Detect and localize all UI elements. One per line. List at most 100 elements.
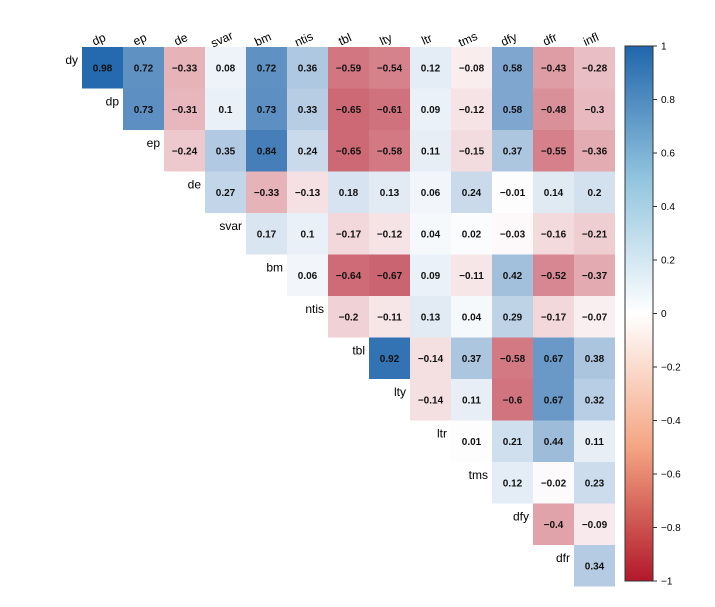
heatmap-cell-ltr-tms xyxy=(451,420,492,462)
legend-tick-label: 0.4 xyxy=(661,202,675,213)
cell-value-label: 0.27 xyxy=(216,188,236,199)
heatmap-cell-ntis-ltr xyxy=(410,296,451,338)
heatmap-cell-tbl-ltr xyxy=(410,337,451,379)
cell-value-label: −0.52 xyxy=(541,271,567,282)
cell-value-label: −0.07 xyxy=(582,312,608,323)
heatmap-cell-dp-tms xyxy=(451,88,492,130)
cell-value-label: −0.2 xyxy=(339,312,359,323)
heatmap-cell-de-ntis xyxy=(287,171,328,213)
heatmap-cell-ntis-tbl xyxy=(328,296,369,338)
cell-value-label: 0.37 xyxy=(503,146,523,157)
cell-value-label: −0.67 xyxy=(377,271,403,282)
heatmap-cell-de-infl xyxy=(574,171,615,213)
cell-value-label: −0.59 xyxy=(336,63,362,74)
cell-value-label: 0.24 xyxy=(462,188,482,199)
legend-tick-label: −0.4 xyxy=(661,416,681,427)
cell-value-label: −0.14 xyxy=(418,354,444,365)
heatmap-cell-tms-dfy xyxy=(492,462,533,504)
row-label-tbl: tbl xyxy=(352,343,365,357)
cell-value-label: 0.23 xyxy=(585,478,605,489)
cell-value-label: −0.14 xyxy=(418,395,444,406)
heatmap-cell-de-svar xyxy=(205,171,246,213)
column-label-dfr: dfr xyxy=(541,30,559,48)
heatmap-cell-ep-tms xyxy=(451,130,492,172)
heatmap-cells: 0.98 0.72 −0.33 0.08 0.72 0.36 −0.59 −0.54 0.12 −… xyxy=(82,47,615,587)
cell-value-label: −0.48 xyxy=(541,105,567,116)
cell-value-label: −0.36 xyxy=(582,146,608,157)
cell-value-label: 0.67 xyxy=(544,395,564,406)
cell-value-label: 0.1 xyxy=(301,229,315,240)
heatmap-cell-svar-infl xyxy=(574,213,615,255)
heatmap-cell-ep-dfr xyxy=(533,130,574,172)
heatmap-cell-ep-dfy xyxy=(492,130,533,172)
cell-value-label: 0.98 xyxy=(93,63,113,74)
column-label-lty: lty xyxy=(378,31,395,49)
heatmap-cell-dy-ltr xyxy=(410,47,451,89)
cell-value-label: −0.11 xyxy=(459,271,484,282)
legend-tick-label: −1 xyxy=(661,577,673,588)
cell-value-label: −0.09 xyxy=(582,520,608,531)
row-label-dfy: dfy xyxy=(513,509,529,523)
heatmap-cell-tbl-dfy xyxy=(492,337,533,379)
heatmap-cell-svar-ntis xyxy=(287,213,328,255)
legend-tick-label: −0.6 xyxy=(661,470,681,481)
heatmap-cell-ep-tbl xyxy=(328,130,369,172)
cell-value-label: 0.44 xyxy=(544,437,564,448)
cell-value-label: −0.11 xyxy=(377,312,402,323)
legend-color-bar xyxy=(624,45,654,582)
cell-value-label: −0.12 xyxy=(459,105,485,116)
heatmap-cell-bm-lty xyxy=(369,254,410,296)
heatmap-cell-de-tbl xyxy=(328,171,369,213)
heatmap-cell-dp-tbl xyxy=(328,88,369,130)
heatmap-cell-ep-ntis xyxy=(287,130,328,172)
cell-value-label: 0.2 xyxy=(588,188,602,199)
cell-value-label: −0.37 xyxy=(582,271,608,282)
cell-value-label: −0.55 xyxy=(541,146,567,157)
row-label-dfr: dfr xyxy=(556,551,570,565)
heatmap-cell-ep-bm xyxy=(246,130,287,172)
column-label-infl: infl xyxy=(581,30,601,49)
cell-value-label: 0.09 xyxy=(421,105,441,116)
column-label-ntis: ntis xyxy=(292,29,315,49)
row-label-ltr: ltr xyxy=(437,426,447,440)
heatmap-cell-dp-svar xyxy=(205,88,246,130)
heatmap-cell-de-dfr xyxy=(533,171,574,213)
heatmap-cell-dp-bm xyxy=(246,88,287,130)
heatmap-cell-bm-dfy xyxy=(492,254,533,296)
cell-value-label: −0.16 xyxy=(541,229,567,240)
heatmap-cell-dy-tms xyxy=(451,47,492,89)
cell-value-label: −0.31 xyxy=(172,105,198,116)
heatmap-cell-tms-infl xyxy=(574,462,615,504)
cell-value-label: −0.4 xyxy=(544,520,564,531)
row-labels: dy dp ep de svar bm ntis tbl lty ltr tms dfy dfr xyxy=(65,53,570,565)
heatmap-cell-dp-infl xyxy=(574,88,615,130)
row-label-ntis: ntis xyxy=(305,302,324,316)
heatmap-cell-dy-ep xyxy=(123,47,164,89)
heatmap-cell-ntis-dfy xyxy=(492,296,533,338)
cell-value-label: −0.02 xyxy=(541,478,567,489)
heatmap-cell-dy-de xyxy=(164,47,205,89)
column-label-dfy: dfy xyxy=(499,30,519,49)
cell-value-label: 0.67 xyxy=(544,354,564,365)
heatmap-cell-ep-svar xyxy=(205,130,246,172)
cell-value-label: −0.13 xyxy=(295,188,321,199)
heatmap-cell-bm-dfr xyxy=(533,254,574,296)
cell-value-label: −0.65 xyxy=(336,146,362,157)
legend-ticks: 1 0.8 0.6 0.4 0.2 0 −0.2 −0.4 −0.6 −0.8 −1 xyxy=(653,42,681,588)
cell-value-label: 0.04 xyxy=(462,312,482,323)
legend-tick-label: 0.6 xyxy=(661,149,675,160)
cell-value-label: 0.33 xyxy=(298,105,318,116)
cell-value-label: 0.34 xyxy=(585,561,605,572)
cell-value-label: 0.58 xyxy=(503,63,523,74)
cell-value-label: 0.73 xyxy=(257,105,277,116)
cell-value-label: 0.73 xyxy=(134,105,154,116)
heatmap-cell-ntis-dfr xyxy=(533,296,574,338)
heatmap-cell-tbl-tms xyxy=(451,337,492,379)
cell-value-label: −0.3 xyxy=(585,105,605,116)
heatmap-cell-dp-ntis xyxy=(287,88,328,130)
heatmap-cell-dy-tbl xyxy=(328,47,369,89)
row-label-dp: dp xyxy=(106,94,120,108)
row-label-dy: dy xyxy=(65,53,78,67)
heatmap-cell-ep-de xyxy=(164,130,205,172)
